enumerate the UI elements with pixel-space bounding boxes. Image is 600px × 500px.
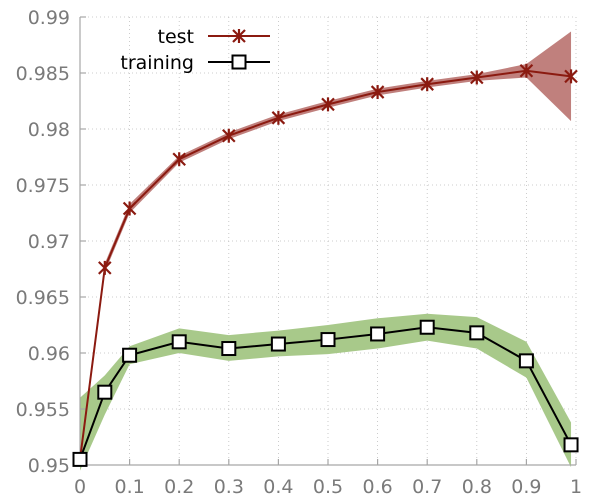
legend-marker: [231, 54, 247, 70]
legend-entry-training: training: [120, 52, 270, 74]
grid: [79, 16, 577, 466]
x-tick-label: 0.8: [462, 476, 492, 498]
y-tick-label: 0.985: [16, 63, 70, 85]
point-test: [172, 152, 186, 167]
point-test: [122, 201, 137, 216]
band-test: [80, 31, 572, 462]
x-tick-label: 0.6: [362, 476, 392, 498]
confidence-bands: [80, 31, 572, 471]
y-tick-label: 0.965: [16, 287, 70, 309]
x-tick-label: 1: [570, 476, 582, 498]
point-training: [97, 384, 113, 400]
point-training: [563, 437, 579, 453]
y-tick-label: 0.99: [28, 7, 70, 29]
x-tick-label: 0.5: [313, 476, 343, 498]
point-training: [469, 325, 485, 341]
line-test: [79, 69, 572, 460]
x-tick-label: 0: [74, 476, 86, 498]
point-test: [519, 63, 534, 78]
point-training: [370, 326, 386, 342]
legend-marker: [232, 29, 246, 43]
point-test: [564, 69, 578, 84]
series-training: [72, 319, 579, 467]
point-training: [171, 334, 187, 350]
point-test: [470, 70, 484, 85]
point-training: [270, 336, 286, 352]
x-tick-label: 0.7: [412, 476, 442, 498]
legend: test training: [120, 26, 270, 74]
point-test: [420, 77, 434, 92]
legend-entry-test: test: [158, 26, 270, 48]
series-test: [73, 63, 578, 467]
point-test: [370, 85, 385, 100]
point-test: [321, 97, 335, 112]
y-tick-label: 0.96: [28, 343, 70, 365]
point-test: [98, 260, 112, 275]
x-tick-label: 0.3: [214, 476, 244, 498]
x-tick-label: 0.2: [164, 476, 194, 498]
point-training: [419, 319, 435, 335]
point-training: [320, 332, 336, 348]
point-training: [518, 353, 534, 369]
point-training: [72, 451, 88, 467]
point-test: [222, 128, 236, 143]
y-tick-label: 0.97: [28, 231, 70, 253]
legend-label: training: [120, 52, 194, 74]
point-training: [122, 347, 138, 363]
x-tick-label: 0.4: [263, 476, 293, 498]
tick-labels: 0 0.1 0.2 0.3 0.4 0.5 0.6 0.7 0.8 0.9 1 0.95 0.955 0.…: [16, 7, 582, 498]
y-tick-label: 0.955: [16, 399, 70, 421]
y-tick-label: 0.98: [28, 119, 70, 141]
point-training: [221, 341, 237, 357]
band-training: [80, 313, 572, 471]
y-tick-label: 0.95: [28, 455, 70, 477]
legend-label: test: [158, 26, 195, 48]
y-tick-label: 0.975: [16, 175, 70, 197]
series: [72, 63, 579, 467]
x-tick-label: 0.1: [114, 476, 144, 498]
x-tick-label: 0.9: [511, 476, 541, 498]
point-test: [271, 110, 286, 125]
